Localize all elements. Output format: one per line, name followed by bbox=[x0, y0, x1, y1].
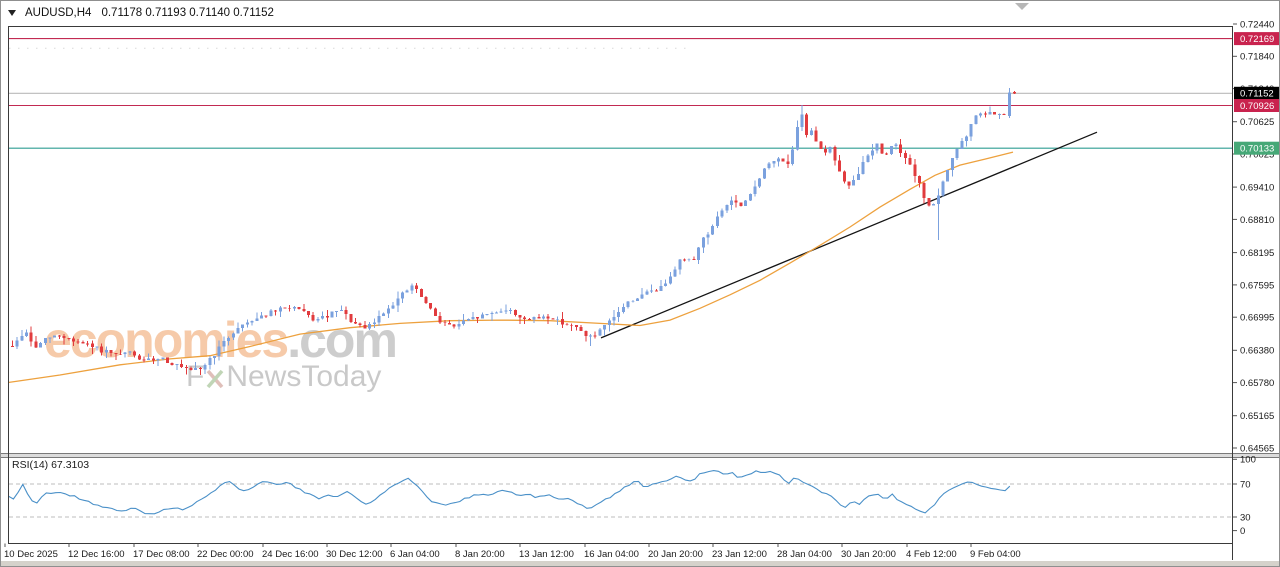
time-axis[interactable] bbox=[9, 544, 1233, 560]
svg-text:16 Jan 04:00: 16 Jan 04:00 bbox=[584, 549, 639, 560]
svg-text:0.72169: 0.72169 bbox=[1240, 34, 1274, 45]
svg-text:12 Dec 16:00: 12 Dec 16:00 bbox=[68, 549, 125, 560]
svg-text:17 Dec 08:00: 17 Dec 08:00 bbox=[133, 549, 190, 560]
symbol-period-label: AUDUSD,H4 bbox=[25, 7, 92, 19]
svg-text:6 Jan 04:00: 6 Jan 04:00 bbox=[390, 549, 440, 560]
svg-text:100: 100 bbox=[1240, 455, 1256, 466]
time-axis-labels: 10 Dec 2025 12 Dec 16:00 17 Dec 08:00 22 De… bbox=[4, 543, 1021, 560]
svg-text:0.66995: 0.66995 bbox=[1240, 313, 1274, 324]
svg-text:0.68195: 0.68195 bbox=[1240, 248, 1274, 259]
svg-text:0.65165: 0.65165 bbox=[1240, 411, 1274, 422]
chart-shift-marker-icon[interactable] bbox=[1015, 3, 1029, 10]
main-chart-pane[interactable] bbox=[9, 27, 1232, 453]
svg-text:8 Jan 20:00: 8 Jan 20:00 bbox=[455, 549, 505, 560]
pane-separator[interactable] bbox=[1, 453, 1279, 457]
svg-text:70: 70 bbox=[1240, 479, 1251, 490]
svg-text:23 Jan 12:00: 23 Jan 12:00 bbox=[712, 549, 767, 560]
svg-text:0.70025: 0.70025 bbox=[1240, 149, 1274, 160]
svg-text:9 Feb 04:00: 9 Feb 04:00 bbox=[970, 549, 1021, 560]
svg-text:4 Feb 12:00: 4 Feb 12:00 bbox=[906, 549, 957, 560]
ohlc-readout: 0.71178 0.71193 0.71140 0.71152 bbox=[101, 7, 274, 19]
rsi-pane[interactable] bbox=[9, 458, 1232, 543]
rsi-line[interactable] bbox=[4, 470, 1011, 515]
chart-header: AUDUSD,H4 0.71178 0.71193 0.71140 0.7115… bbox=[8, 5, 274, 21]
svg-text:0: 0 bbox=[1240, 526, 1245, 537]
svg-text:0.70625: 0.70625 bbox=[1240, 117, 1274, 128]
svg-text:0.71840: 0.71840 bbox=[1240, 52, 1274, 63]
chart-frame bbox=[8, 26, 1233, 544]
svg-text:0.70133: 0.70133 bbox=[1240, 144, 1274, 155]
price-axis[interactable] bbox=[1233, 27, 1280, 543]
svg-text:28 Jan 04:00: 28 Jan 04:00 bbox=[777, 549, 832, 560]
svg-text:0.64565: 0.64565 bbox=[1240, 443, 1274, 454]
svg-text:20 Jan 20:00: 20 Jan 20:00 bbox=[648, 549, 703, 560]
ma-line[interactable] bbox=[4, 151, 1014, 384]
svg-text:0.72440: 0.72440 bbox=[1240, 19, 1274, 30]
svg-text:22 Dec 00:00: 22 Dec 00:00 bbox=[197, 549, 254, 560]
trend-line[interactable] bbox=[600, 131, 1098, 339]
svg-text:0.69410: 0.69410 bbox=[1240, 183, 1274, 194]
svg-text:10 Dec 2025: 10 Dec 2025 bbox=[4, 549, 58, 560]
symbol-menu-icon[interactable] bbox=[8, 10, 16, 16]
svg-text:0.71152: 0.71152 bbox=[1240, 89, 1274, 100]
rsi-indicator-label: RSI(14) 67.3103 bbox=[12, 459, 90, 471]
svg-text:13 Jan 12:00: 13 Jan 12:00 bbox=[519, 549, 574, 560]
svg-text:24 Dec 16:00: 24 Dec 16:00 bbox=[262, 549, 319, 560]
window-bottom-strip bbox=[1, 561, 1279, 566]
candles bbox=[9, 88, 1016, 375]
svg-text:30 Jan 20:00: 30 Jan 20:00 bbox=[841, 549, 896, 560]
svg-text:30 Dec 12:00: 30 Dec 12:00 bbox=[326, 549, 383, 560]
svg-text:30: 30 bbox=[1240, 512, 1251, 523]
rsi-scale-labels: 100 70 30 0 bbox=[1233, 455, 1256, 537]
svg-text:0.70926: 0.70926 bbox=[1240, 101, 1274, 112]
svg-text:0.65780: 0.65780 bbox=[1240, 378, 1274, 389]
svg-text:0.66380: 0.66380 bbox=[1240, 346, 1274, 357]
svg-text:0.67595: 0.67595 bbox=[1240, 280, 1274, 291]
svg-text:0.68810: 0.68810 bbox=[1240, 215, 1274, 226]
